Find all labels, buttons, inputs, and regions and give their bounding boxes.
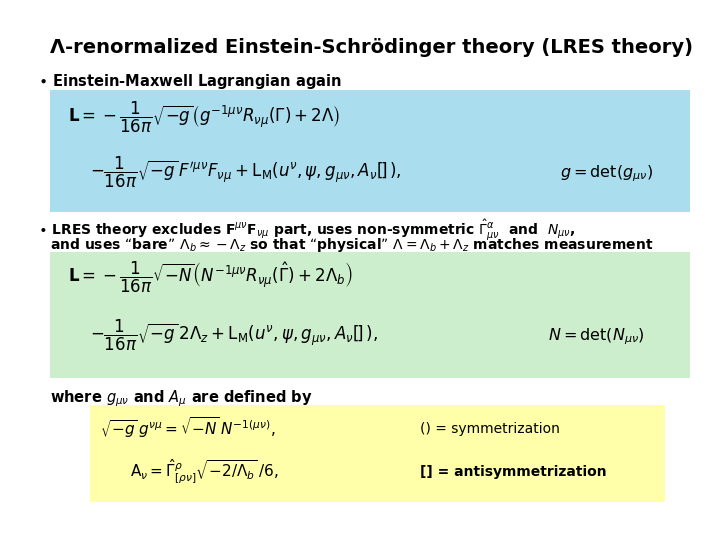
Text: Λ-renormalized Einstein-Schrödinger theory (LRES theory): Λ-renormalized Einstein-Schrödinger theo…	[50, 38, 693, 57]
Text: () = symmetrization: () = symmetrization	[420, 422, 560, 436]
Text: $-\dfrac{1}{16\pi}\sqrt{-g}\,F^{\prime\mu\nu}F_{\nu\mu}+\mathrm{L}_{\mathrm{M}}(: $-\dfrac{1}{16\pi}\sqrt{-g}\,F^{\prime\m…	[90, 155, 402, 190]
Text: $\bullet$ LRES theory excludes F$^{\mu\nu}$F$_{\nu\mu}$ part, uses non-symmetric: $\bullet$ LRES theory excludes F$^{\mu\n…	[38, 218, 575, 243]
Text: $-\dfrac{1}{16\pi}\sqrt{-g}\,2\Lambda_z+\mathrm{L}_{\mathrm{M}}(u^\nu,\psi,g_{\m: $-\dfrac{1}{16\pi}\sqrt{-g}\,2\Lambda_z+…	[90, 318, 378, 353]
Text: $N=\det(N_{\mu\nu})$: $N=\det(N_{\mu\nu})$	[548, 326, 645, 347]
Text: $\mathbf{L}=-\dfrac{1}{16\pi}\sqrt{-N}\left(N^{-1\mu\nu}R_{\nu\mu}(\hat{\mathit{: $\mathbf{L}=-\dfrac{1}{16\pi}\sqrt{-N}\l…	[68, 260, 353, 295]
FancyBboxPatch shape	[50, 90, 690, 212]
FancyBboxPatch shape	[50, 252, 690, 378]
Text: where $g_{\mu\nu}$ and $A_\mu$ are defined by: where $g_{\mu\nu}$ and $A_\mu$ are defin…	[50, 388, 312, 409]
Text: $\bullet$ Einstein-Maxwell Lagrangian again: $\bullet$ Einstein-Maxwell Lagrangian ag…	[38, 72, 342, 91]
Text: $g=\det(g_{\mu\nu})$: $g=\det(g_{\mu\nu})$	[560, 163, 653, 184]
Text: [] = antisymmetrization: [] = antisymmetrization	[420, 465, 607, 479]
Text: $\mathrm{A}_\nu=\hat{\Gamma}^\rho_{[\rho\nu]}\sqrt{-2/\Lambda_b}\,/6,$: $\mathrm{A}_\nu=\hat{\Gamma}^\rho_{[\rho…	[130, 458, 279, 487]
Text: $\mathbf{L}=-\dfrac{1}{16\pi}\sqrt{-g}\left(g^{-1\mu\nu}R_{\nu\mu}(\mathit{\Gamm: $\mathbf{L}=-\dfrac{1}{16\pi}\sqrt{-g}\l…	[68, 100, 341, 135]
Text: $\sqrt{-g}\,g^{\nu\mu}=\sqrt{-N}\,N^{-1(\mu\nu)},$: $\sqrt{-g}\,g^{\nu\mu}=\sqrt{-N}\,N^{-1(…	[100, 415, 276, 440]
FancyBboxPatch shape	[90, 405, 665, 502]
Text: and uses “bare” $\Lambda_b\approx -\Lambda_z$ so that “physical” $\Lambda=\Lambd: and uses “bare” $\Lambda_b\approx -\Lamb…	[50, 236, 653, 254]
